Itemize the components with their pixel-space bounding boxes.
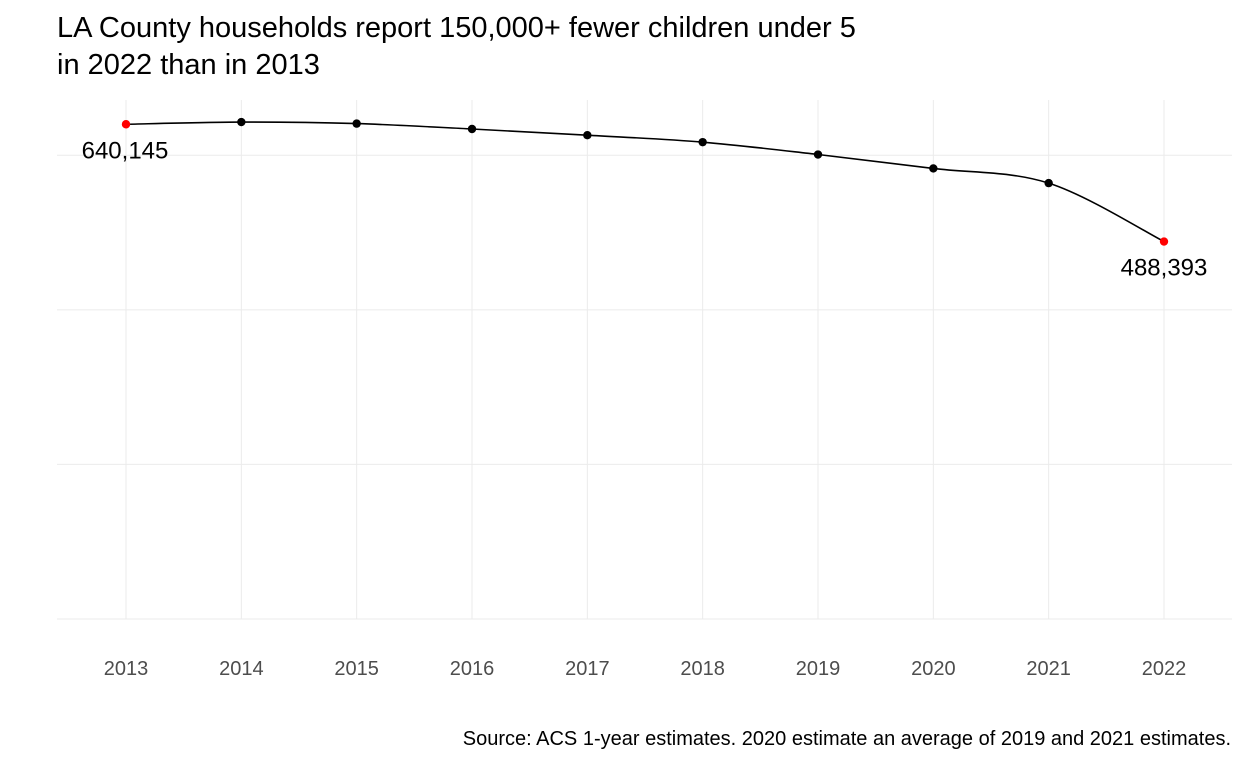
data-point-highlight (1159, 237, 1169, 246)
x-tick-label: 2019 (796, 658, 841, 680)
data-label: 488,393 (1121, 255, 1208, 282)
data-point (929, 164, 938, 173)
grid-lines (57, 100, 1232, 620)
x-tick-label: 2022 (1142, 658, 1187, 680)
x-tick-label: 2018 (680, 658, 725, 680)
data-labels: 640,145 488,393 (82, 137, 1208, 281)
data-point (352, 119, 361, 128)
series-group (121, 117, 1169, 246)
source-caption: Source: ACS 1-year estimates. 2020 estim… (462, 728, 1231, 750)
x-tick-label: 2020 (911, 658, 956, 680)
x-tick-label: 2013 (104, 658, 149, 680)
chart-title-line-1: LA County households report 150,000+ few… (57, 12, 856, 44)
data-point (813, 150, 823, 159)
x-tick-label: 2021 (1026, 658, 1071, 680)
data-point (1044, 178, 1053, 188)
chart-title-line-2: in 2022 than in 2013 (57, 49, 320, 81)
x-tick-label: 2015 (334, 658, 379, 680)
data-point (698, 137, 707, 147)
x-tick-labels: 2013 2014 2015 2016 2017 2018 2019 2020 2021 2022 (104, 658, 1187, 680)
x-tick-label: 2016 (450, 658, 495, 680)
x-tick-label: 2014 (219, 658, 264, 680)
data-point (467, 124, 477, 134)
data-point (583, 130, 592, 140)
x-tick-label: 2017 (565, 658, 610, 680)
data-point-highlight (121, 120, 131, 129)
series-line (125, 121, 1165, 243)
chart-title: LA County households report 150,000+ few… (57, 10, 1157, 84)
data-point (237, 117, 246, 127)
data-label: 640,145 (82, 137, 169, 164)
